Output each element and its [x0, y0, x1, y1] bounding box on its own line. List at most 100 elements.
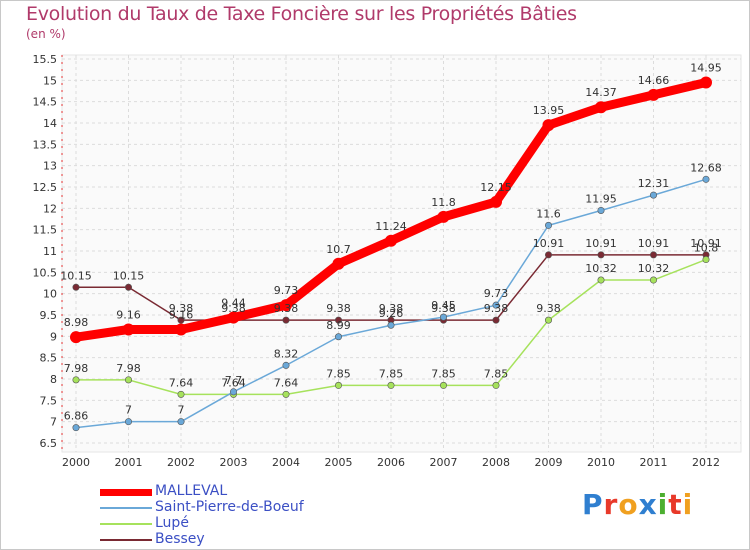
data-point-saint-pierre-de-boeuf [544, 221, 552, 229]
data-point-saint-pierre-de-boeuf [230, 388, 238, 396]
series-layer [70, 76, 712, 432]
data-label-saint-pierre-de-boeuf: 11.95 [585, 192, 617, 205]
logo-letter: i [682, 488, 694, 521]
data-label-bessey: 9.38 [326, 302, 351, 315]
data-label-bessey: 9.38 [221, 302, 246, 315]
y-tick-label: 11.5 [33, 224, 58, 237]
logo-letter: r [603, 488, 619, 521]
y-axis-unit-label: (en %) [26, 27, 66, 41]
data-label-bessey: 10.91 [585, 237, 617, 250]
x-tick-label: 2012 [692, 456, 720, 469]
data-label-malleval: 14.37 [585, 86, 617, 99]
legend-swatch-bessey [100, 539, 152, 541]
data-label-bessey: 10.91 [533, 237, 565, 250]
data-labels: 8.98 9.16 9.16 9.44 9.73 10.7 11.24 11.8 12.15 13… [60, 61, 722, 422]
y-tick-label: 10.5 [33, 266, 58, 279]
data-label-malleval: 13.95 [533, 104, 565, 117]
legend-item-malleval: MALLEVAL [100, 483, 360, 500]
data-point-lup- [177, 390, 185, 398]
legend-item-saint-pierre-de-boeuf: Saint-Pierre-de-Boeuf [100, 499, 360, 516]
data-label-malleval: 8.98 [64, 316, 89, 329]
data-label-saint-pierre-de-boeuf: 7 [178, 404, 185, 417]
legend: MALLEVAL Saint-Pierre-de-Boeuf Lupé Bess… [100, 483, 360, 548]
data-point-malleval [490, 195, 502, 208]
data-label-malleval: 9.73 [274, 284, 299, 297]
x-tick-label: 2005 [325, 456, 353, 469]
data-point-malleval [437, 210, 450, 223]
data-label-saint-pierre-de-boeuf: 7 [125, 404, 132, 417]
proxiti-logo: Proxiti [582, 488, 693, 521]
data-label-saint-pierre-de-boeuf: 6.86 [64, 410, 89, 423]
data-point-bessey [597, 251, 605, 259]
data-point-saint-pierre-de-boeuf [492, 301, 500, 309]
data-point-lup- [492, 381, 500, 389]
x-tick-label: 2000 [62, 456, 90, 469]
data-point-malleval [385, 234, 397, 247]
data-point-malleval [280, 299, 292, 312]
legend-label-malleval: MALLEVAL [155, 483, 228, 499]
data-point-lup- [649, 276, 657, 284]
y-tick-label: 15.5 [33, 53, 58, 66]
y-tick-label: 14.5 [33, 96, 58, 109]
data-label-lup-: 7.85 [326, 367, 351, 380]
data-point-lup- [282, 390, 290, 398]
data-label-lup-: 7.85 [484, 367, 509, 380]
data-point-bessey [492, 316, 500, 324]
data-point-malleval [70, 331, 82, 344]
y-tick-label: 10 [43, 288, 57, 301]
x-tick-label: 2004 [272, 456, 300, 469]
data-label-saint-pierre-de-boeuf: 9.45 [431, 299, 456, 312]
data-label-saint-pierre-de-boeuf: 12.31 [638, 177, 670, 190]
legend-swatch-lupe [100, 523, 152, 525]
chart-title: Evolution du Taux de Taxe Foncière sur l… [26, 3, 577, 25]
y-tick-label: 15 [43, 74, 57, 87]
data-point-saint-pierre-de-boeuf [439, 313, 447, 321]
data-label-bessey: 9.38 [274, 302, 299, 315]
legend-item-lupe: Lupé [100, 515, 360, 532]
data-point-bessey [177, 316, 185, 324]
data-point-malleval [647, 88, 660, 101]
data-label-saint-pierre-de-boeuf: 9.73 [484, 287, 509, 300]
logo-letter: x [638, 488, 658, 521]
data-point-saint-pierre-de-boeuf [125, 418, 133, 426]
x-tick-label: 2003 [220, 456, 248, 469]
data-point-saint-pierre-de-boeuf [387, 321, 395, 329]
data-label-bessey: 10.91 [690, 237, 722, 250]
data-label-bessey: 10.91 [638, 237, 670, 250]
y-tick-label: 6.5 [40, 437, 58, 450]
data-point-lup- [72, 376, 80, 384]
y-tick-label: 7 [50, 416, 57, 429]
legend-label-saint-pierre-de-boeuf: Saint-Pierre-de-Boeuf [155, 499, 304, 515]
data-label-lup-: 10.8 [694, 242, 719, 255]
x-tick-label: 2010 [587, 456, 615, 469]
data-point-saint-pierre-de-boeuf [649, 191, 657, 199]
data-label-saint-pierre-de-boeuf: 11.6 [536, 207, 561, 220]
data-label-malleval: 9.44 [221, 297, 246, 310]
data-point-saint-pierre-de-boeuf [282, 361, 290, 369]
data-point-bessey [125, 283, 133, 291]
y-tick-label: 12 [43, 202, 57, 215]
y-tick-label: 7.5 [40, 394, 58, 407]
data-point-saint-pierre-de-boeuf [72, 424, 80, 432]
x-tick-label: 2007 [430, 456, 458, 469]
legend-label-lupe: Lupé [155, 515, 189, 531]
data-point-malleval [122, 323, 135, 336]
data-label-saint-pierre-de-boeuf: 12.68 [690, 161, 722, 174]
data-label-lup-: 7.98 [116, 362, 141, 375]
data-point-bessey [72, 283, 80, 291]
data-label-malleval: 12.15 [480, 181, 512, 194]
data-label-lup-: 7.85 [379, 367, 404, 380]
data-point-malleval [175, 323, 187, 336]
logo-letter: i [657, 488, 669, 521]
data-label-malleval: 14.95 [690, 61, 722, 74]
y-tick-label: 9.5 [40, 309, 58, 322]
data-label-malleval: 11.8 [431, 196, 456, 209]
legend-item-bessey: Bessey [100, 531, 360, 548]
logo-letter: P [582, 488, 604, 521]
data-point-malleval [542, 119, 555, 132]
data-label-lup-: 7.85 [431, 367, 456, 380]
data-point-malleval [227, 311, 240, 324]
data-point-saint-pierre-de-boeuf [177, 418, 185, 426]
logo-letter: t [668, 488, 683, 521]
data-label-saint-pierre-de-boeuf: 9.26 [379, 307, 404, 320]
